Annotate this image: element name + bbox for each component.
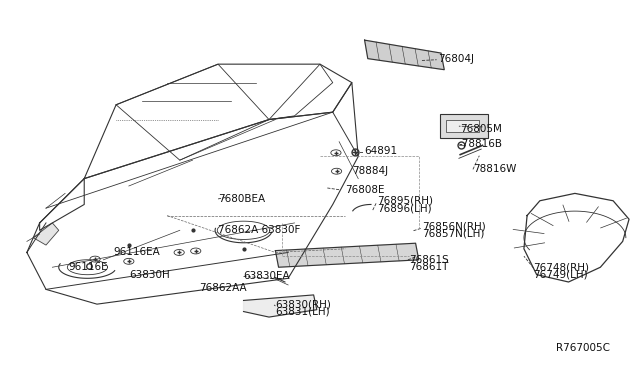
Text: 63831(LH): 63831(LH): [275, 307, 330, 317]
Text: 96116E: 96116E: [68, 262, 108, 272]
Bar: [446, 119, 479, 132]
Text: 78884J: 78884J: [352, 166, 388, 176]
Text: 76895(RH): 76895(RH): [378, 196, 433, 206]
FancyBboxPatch shape: [440, 114, 488, 138]
Text: 63830H: 63830H: [129, 270, 170, 280]
Text: 76857N(LH): 76857N(LH): [422, 229, 484, 239]
Text: 96116EA: 96116EA: [113, 247, 159, 257]
Text: 7680BEA: 7680BEA: [218, 194, 265, 204]
Polygon shape: [244, 295, 317, 317]
Text: R767005C: R767005C: [556, 343, 610, 353]
Text: 76748(RH): 76748(RH): [534, 262, 589, 272]
Text: 76749(LH): 76749(LH): [534, 270, 588, 280]
Text: 76862AA: 76862AA: [199, 283, 246, 292]
Text: 78816W: 78816W: [473, 164, 516, 174]
Text: 76896(LH): 76896(LH): [378, 203, 432, 213]
Text: 63830EA: 63830EA: [244, 272, 290, 282]
Text: 76804J: 76804J: [438, 54, 474, 64]
Polygon shape: [33, 223, 59, 245]
Text: 76861T: 76861T: [409, 262, 449, 272]
Text: 76805M: 76805M: [460, 124, 502, 134]
Polygon shape: [275, 243, 419, 267]
Text: 76856N(RH): 76856N(RH): [422, 222, 486, 232]
Text: 76808E: 76808E: [346, 185, 385, 195]
Text: -78816B: -78816B: [459, 138, 503, 148]
Text: 64891: 64891: [365, 146, 397, 156]
Polygon shape: [365, 40, 444, 70]
Text: 76861S: 76861S: [409, 255, 449, 265]
Text: 76862A 63830F: 76862A 63830F: [218, 225, 300, 235]
Text: 63830(RH): 63830(RH): [275, 299, 332, 309]
